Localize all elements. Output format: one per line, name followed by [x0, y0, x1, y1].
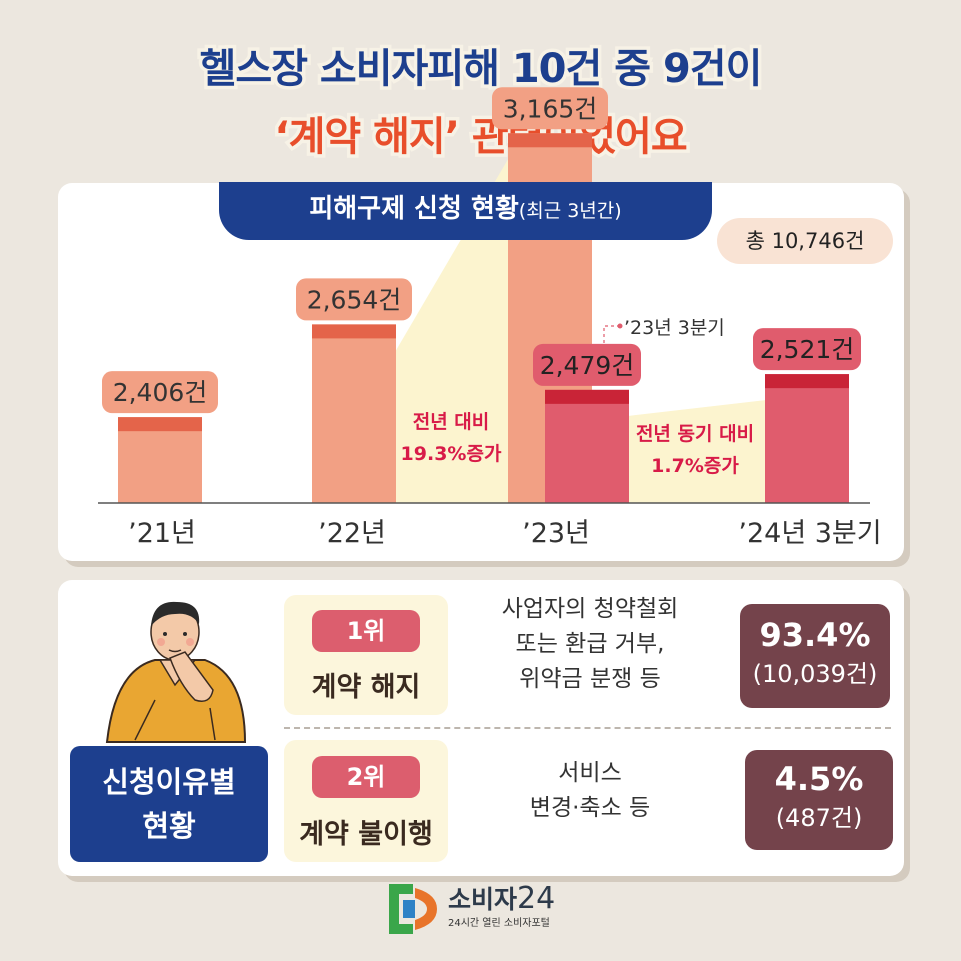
x-tick-label: ’24년 3분기	[738, 518, 881, 549]
title-line-2: ‘계약 해지’ 관련이었어요	[271, 111, 691, 164]
annual-value-label-bg	[492, 87, 608, 130]
thinking-person-illustration	[105, 601, 247, 743]
rank-1-desc-line: 사업자의 청약철회	[501, 596, 679, 622]
same-period-change-annotation: 전년 동기 대비	[636, 423, 754, 445]
annual-bar	[118, 417, 202, 503]
rank-1-description: 사업자의 청약철회 또는 환급 거부, 위약금 분쟁 등	[460, 592, 720, 697]
q3-bar	[545, 389, 629, 503]
rank-1-badge: 1위	[312, 610, 420, 652]
rank-2-name: 계약 불이행	[299, 819, 433, 850]
q3-annotation: ’23년 3분기	[624, 317, 725, 339]
rank-1-percent-box: 93.4% (10,039건)	[740, 604, 890, 708]
same-period-change-annotation: 1.7%증가	[651, 455, 739, 477]
logo-name: 소비자24	[448, 880, 555, 916]
rank-2-count: (487건)	[775, 804, 863, 832]
rank-1-count: (10,039건)	[752, 660, 878, 688]
rank-2-badge: 2위	[312, 756, 420, 798]
chart-subtitle: (최근 3년간)	[518, 200, 622, 222]
rank-1-desc-line: 또는 환급 거부,	[515, 631, 665, 657]
same-period-band	[629, 400, 765, 503]
annual-bar-cap	[508, 133, 592, 148]
rank-2-desc-line: 서비스	[558, 760, 622, 786]
q3-value-label: 2,521건	[760, 335, 855, 364]
annual-value-label: 2,406건	[113, 378, 208, 407]
rank-1-desc-line: 위약금 분쟁 등	[519, 666, 661, 692]
divider	[284, 727, 891, 729]
annual-value-label-bg	[102, 371, 218, 414]
rank-2-description: 서비스 변경·축소 등	[460, 756, 720, 826]
chart-title-tab: 피해구제 신청 현황(최근 3년간)	[219, 182, 712, 240]
yoy-band	[396, 159, 508, 504]
rank-2-desc-line: 변경·축소 등	[529, 795, 651, 821]
chart-title: 피해구제 신청 현황	[309, 194, 519, 224]
annual-bar-cap	[118, 417, 202, 432]
reasons-label-line2: 현황	[142, 809, 196, 843]
q3-value-label-bg	[533, 343, 641, 386]
total-badge: 총 10,746건	[717, 218, 893, 264]
logo-text: 소비자	[448, 885, 518, 914]
q3-bar-cap	[545, 389, 629, 404]
q3-annotation-dot	[617, 323, 623, 329]
annual-bar	[312, 324, 396, 503]
x-tick-label: ’22년	[318, 518, 386, 549]
rank-2-percent-box: 4.5% (487건)	[745, 750, 893, 850]
logo-tagline: 24시간 열린 소비자포털	[448, 918, 550, 929]
q3-bar-cap	[765, 374, 849, 389]
title-line-1: 헬스장 소비자피해 10건 중 9건이	[196, 43, 766, 96]
q3-bar	[765, 374, 849, 503]
consumer24-logo-icon	[389, 884, 437, 934]
annual-value-label: 2,654건	[307, 285, 402, 314]
annual-bar-cap	[312, 324, 396, 339]
rank-1-name: 계약 해지	[311, 672, 421, 703]
q3-value-label: 2,479건	[540, 351, 635, 380]
rank-1-percent: 93.4%	[759, 616, 871, 654]
rank-2-percent: 4.5%	[774, 760, 864, 798]
logo-number: 24	[517, 881, 556, 916]
x-tick-label: ’21년	[128, 518, 196, 549]
yoy-change-annotation: 19.3%증가	[401, 443, 502, 465]
x-tick-label: ’23년	[522, 518, 590, 549]
yoy-change-annotation: 전년 대비	[413, 411, 490, 433]
annual-value-label-bg	[296, 278, 412, 321]
reasons-label-line1: 신청이유별	[102, 765, 236, 799]
annual-value-label: 3,165건	[503, 94, 598, 123]
q3-value-label-bg	[753, 328, 861, 371]
